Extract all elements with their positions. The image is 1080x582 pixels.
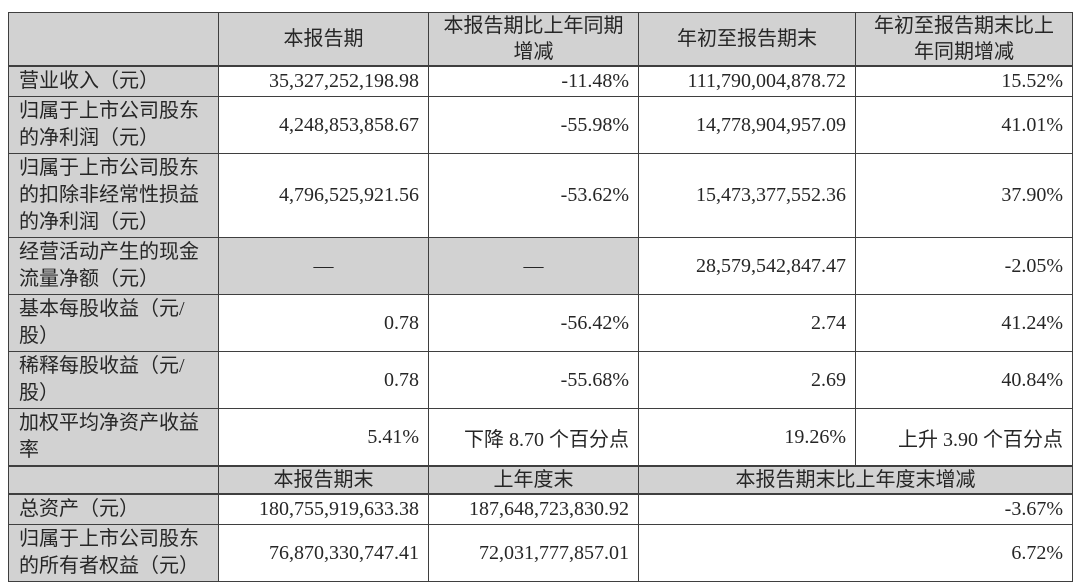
table-row-equity-attributable-to-shareholders: 归属于上市公司股东 的所有者权益（元） 76,870,330,747.41 72…: [8, 524, 1073, 582]
column-header-yoy-change: 本报告期比上年同期 增减: [428, 12, 639, 67]
row-label: 归属于上市公司股东 的净利润（元）: [8, 96, 219, 154]
header-row-period-end: 本报告期末 上年度末 本报告期末比上年度末增减: [8, 465, 1073, 495]
table-row-weighted-avg-roe: 加权平均净资产收益 率 5.41% 下降 8.70 个百分点 19.26% 上升…: [8, 408, 1073, 467]
value-ytd: 111,790,004,878.72: [638, 65, 856, 97]
value-current-period: —: [218, 237, 429, 295]
table-row-net-profit-excl-nonrecurring: 归属于上市公司股东 的扣除非经常性损益 的净利润（元） 4,796,525,92…: [8, 153, 1073, 238]
value-current-period: 35,327,252,198.98: [218, 65, 429, 97]
column-header-current-period: 本报告期: [218, 12, 429, 67]
row-label: 稀释每股收益（元/ 股）: [8, 351, 219, 409]
header-row-period: 本报告期 本报告期比上年同期 增减 年初至报告期末 年初至报告期末比上 年同期增…: [8, 12, 1073, 67]
table-row-total-assets: 总资产（元） 180,755,919,633.38 187,648,723,83…: [8, 493, 1073, 525]
value-ytd-change: 41.01%: [855, 96, 1073, 154]
column-header-end-of-period: 本报告期末: [218, 465, 429, 495]
value-current-period: 4,796,525,921.56: [218, 153, 429, 238]
value-current-period: 5.41%: [218, 408, 429, 467]
value-ytd-change: 41.24%: [855, 294, 1073, 352]
value-yoy-change: -53.62%: [428, 153, 639, 238]
row-label: 归属于上市公司股东 的扣除非经常性损益 的净利润（元）: [8, 153, 219, 238]
column-header-end-of-prior-year: 上年度末: [428, 465, 639, 495]
corner-cell: [8, 465, 219, 495]
value-current-period: 0.78: [218, 294, 429, 352]
value-yoy-change: -55.98%: [428, 96, 639, 154]
value-ytd: 2.69: [638, 351, 856, 409]
value-end-of-period: 76,870,330,747.41: [218, 524, 429, 582]
table-row-operating-cash-flow: 经营活动产生的现金 流量净额（元） — — 28,579,542,847.47 …: [8, 237, 1073, 295]
value-yoy-change: —: [428, 237, 639, 295]
table-row-diluted-eps: 稀释每股收益（元/ 股） 0.78 -55.68% 2.69 40.84%: [8, 351, 1073, 409]
row-label: 经营活动产生的现金 流量净额（元）: [8, 237, 219, 295]
value-ytd: 15,473,377,552.36: [638, 153, 856, 238]
row-label: 营业收入（元）: [8, 65, 219, 97]
corner-cell: [8, 12, 219, 67]
table-row-revenue: 营业收入（元） 35,327,252,198.98 -11.48% 111,79…: [8, 65, 1073, 97]
value-change-vs-prior-year-end: -3.67%: [638, 493, 1073, 525]
value-yoy-change: -56.42%: [428, 294, 639, 352]
value-ytd: 2.74: [638, 294, 856, 352]
table-row-basic-eps: 基本每股收益（元/ 股） 0.78 -56.42% 2.74 41.24%: [8, 294, 1073, 352]
value-current-period: 4,248,853,858.67: [218, 96, 429, 154]
value-ytd: 28,579,542,847.47: [638, 237, 856, 295]
row-label: 归属于上市公司股东 的所有者权益（元）: [8, 524, 219, 582]
value-ytd-change: 15.52%: [855, 65, 1073, 97]
value-end-of-prior-year: 72,031,777,857.01: [428, 524, 639, 582]
row-label: 基本每股收益（元/ 股）: [8, 294, 219, 352]
value-yoy-change: -55.68%: [428, 351, 639, 409]
value-ytd-change: 上升 3.90 个百分点: [855, 408, 1073, 467]
value-change-vs-prior-year-end: 6.72%: [638, 524, 1073, 582]
value-current-period: 0.78: [218, 351, 429, 409]
value-ytd-change: 40.84%: [855, 351, 1073, 409]
column-header-change-vs-prior-year-end: 本报告期末比上年度末增减: [638, 465, 1073, 495]
table-row-net-profit: 归属于上市公司股东 的净利润（元） 4,248,853,858.67 -55.9…: [8, 96, 1073, 154]
row-label: 总资产（元）: [8, 493, 219, 525]
value-yoy-change: 下降 8.70 个百分点: [428, 408, 639, 467]
value-ytd-change: -2.05%: [855, 237, 1073, 295]
financial-summary-table: 本报告期 本报告期比上年同期 增减 年初至报告期末 年初至报告期末比上 年同期增…: [8, 12, 1073, 582]
value-end-of-prior-year: 187,648,723,830.92: [428, 493, 639, 525]
column-header-ytd-change: 年初至报告期末比上 年同期增减: [855, 12, 1073, 67]
value-end-of-period: 180,755,919,633.38: [218, 493, 429, 525]
value-ytd: 19.26%: [638, 408, 856, 467]
row-label: 加权平均净资产收益 率: [8, 408, 219, 467]
column-header-ytd: 年初至报告期末: [638, 12, 856, 67]
value-yoy-change: -11.48%: [428, 65, 639, 97]
value-ytd: 14,778,904,957.09: [638, 96, 856, 154]
value-ytd-change: 37.90%: [855, 153, 1073, 238]
